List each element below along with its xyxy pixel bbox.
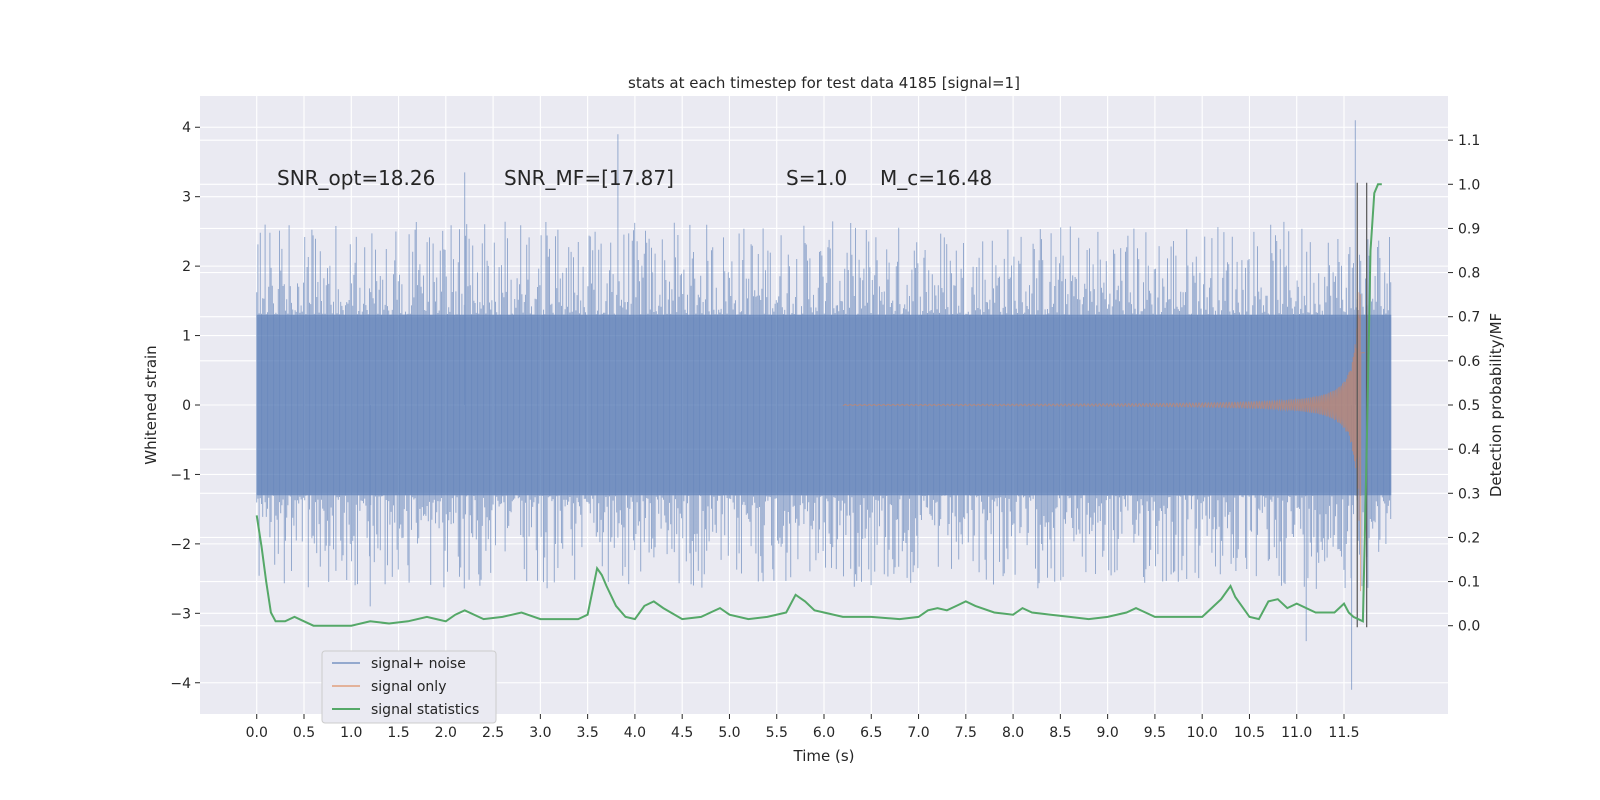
y2-tick-label: 0.1 — [1458, 575, 1480, 591]
annotation-mc: M_c=16.48 — [880, 166, 992, 190]
statistics-line — [255, 183, 1382, 627]
annotation-snr-mf: SNR_MF=[17.87] — [504, 166, 674, 190]
x-axis-label: Time (s) — [793, 747, 855, 765]
annotations: SNR_opt=18.26 SNR_MF=[17.87] S=1.0 M_c=1… — [277, 166, 992, 190]
x-tick-label: 1.0 — [340, 725, 362, 741]
series-signal-noise — [256, 120, 1392, 690]
y-tick-label: −1 — [170, 467, 191, 483]
chirp-line — [842, 292, 1365, 592]
y2-tick-label: 1.1 — [1458, 133, 1480, 149]
y2-tick-label: 0.3 — [1458, 486, 1480, 502]
y2-tick-label: 0.0 — [1458, 619, 1480, 635]
x-tick-label: 4.5 — [671, 725, 693, 741]
y2-tick-label: 0.2 — [1458, 530, 1480, 546]
x-tick-label: 9.0 — [1097, 725, 1119, 741]
x-tick-label: 10.5 — [1234, 725, 1265, 741]
y2-tick-label: 0.8 — [1458, 266, 1480, 282]
y-tick-label: 4 — [182, 120, 191, 136]
y2-tick-label: 0.6 — [1458, 354, 1480, 370]
y2-axis-ticks: 0.0 0.1 0.2 0.3 0.4 0.5 0.6 0.7 0.8 0.9 1.0 1.1 — [1448, 133, 1480, 635]
y-tick-label: 0 — [182, 398, 191, 414]
x-tick-label: 11.5 — [1328, 725, 1359, 741]
x-tick-label: 9.5 — [1144, 725, 1166, 741]
y2-tick-label: 1.0 — [1458, 177, 1480, 193]
legend-label-signal-statistics: signal statistics — [371, 702, 479, 718]
x-tick-label: 5.0 — [718, 725, 740, 741]
y-tick-label: −4 — [170, 676, 191, 692]
x-tick-label: 5.5 — [766, 725, 788, 741]
x-tick-label: 11.0 — [1281, 725, 1312, 741]
x-tick-label: 4.0 — [624, 725, 646, 741]
y-axis-label: Whitened strain — [142, 345, 160, 464]
x-tick-label: 10.0 — [1187, 725, 1218, 741]
x-tick-label: 8.0 — [1002, 725, 1024, 741]
y2-tick-label: 0.5 — [1458, 398, 1480, 414]
y-tick-label: 1 — [182, 329, 191, 345]
y-tick-label: −2 — [170, 537, 191, 553]
y-tick-label: −3 — [170, 606, 191, 622]
y-axis-ticks: −4 −3 −2 −1 0 1 2 3 4 — [170, 120, 200, 692]
legend-box — [321, 650, 497, 724]
series-signal-statistics — [255, 183, 1382, 627]
annotation-s: S=1.0 — [786, 166, 847, 190]
y-tick-label: 2 — [182, 259, 191, 275]
y-tick-label: 3 — [182, 190, 191, 206]
legend-label-signal-only: signal only — [371, 679, 446, 695]
x-tick-label: 8.5 — [1049, 725, 1071, 741]
x-tick-label: 2.0 — [435, 725, 457, 741]
y2-tick-label: 0.9 — [1458, 221, 1480, 237]
legend-label-signal-noise: signal+ noise — [371, 656, 466, 672]
chart-title: stats at each timestep for test data 418… — [628, 74, 1020, 92]
x-tick-label: 6.0 — [813, 725, 835, 741]
x-tick-label: 1.5 — [387, 725, 409, 741]
y2-tick-label: 0.4 — [1458, 442, 1480, 458]
y2-tick-label: 0.7 — [1458, 310, 1480, 326]
x-tick-label: 2.5 — [482, 725, 504, 741]
x-tick-label: 0.5 — [293, 725, 315, 741]
x-tick-label: 3.5 — [577, 725, 599, 741]
x-axis-ticks: 0.0 0.5 1.0 1.5 2.0 2.5 3.0 3.5 4.0 4.5 5.0 5.5 6.0 6… — [246, 714, 1360, 741]
x-tick-label: 0.0 — [246, 725, 268, 741]
x-tick-label: 7.5 — [955, 725, 977, 741]
x-tick-label: 3.0 — [529, 725, 551, 741]
x-tick-label: 6.5 — [860, 725, 882, 741]
x-tick-label: 7.0 — [907, 725, 929, 741]
legend: signal+ noise signal only signal statist… — [321, 650, 497, 724]
y2-axis-label: Detection probability/MF — [1487, 313, 1505, 497]
annotation-snr-opt: SNR_opt=18.26 — [277, 166, 435, 190]
